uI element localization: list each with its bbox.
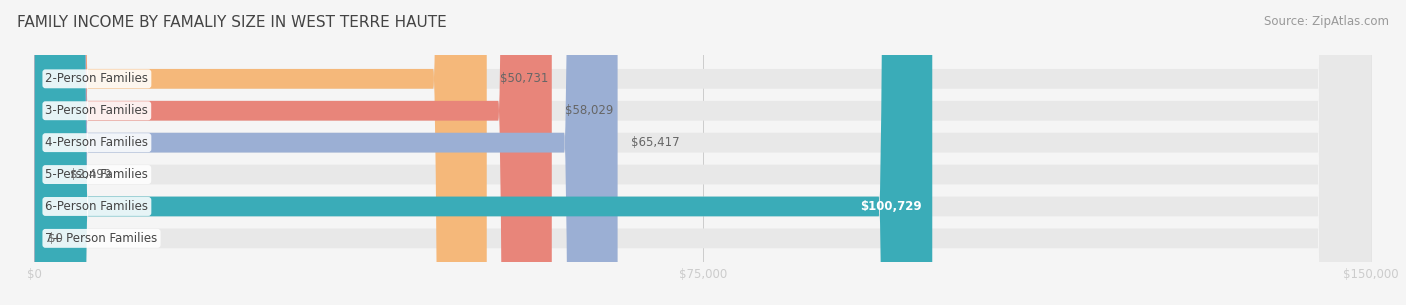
FancyBboxPatch shape — [35, 0, 932, 305]
Text: 2-Person Families: 2-Person Families — [45, 72, 149, 85]
Text: $58,029: $58,029 — [565, 104, 613, 117]
Text: FAMILY INCOME BY FAMALIY SIZE IN WEST TERRE HAUTE: FAMILY INCOME BY FAMALIY SIZE IN WEST TE… — [17, 15, 447, 30]
FancyBboxPatch shape — [35, 0, 1371, 305]
Text: 3-Person Families: 3-Person Families — [45, 104, 148, 117]
FancyBboxPatch shape — [35, 0, 617, 305]
Text: $2,499: $2,499 — [70, 168, 111, 181]
Text: $100,729: $100,729 — [860, 200, 921, 213]
Text: 4-Person Families: 4-Person Families — [45, 136, 149, 149]
FancyBboxPatch shape — [35, 0, 1371, 305]
Text: 6-Person Families: 6-Person Families — [45, 200, 149, 213]
FancyBboxPatch shape — [35, 0, 486, 305]
FancyBboxPatch shape — [35, 0, 1371, 305]
Text: Source: ZipAtlas.com: Source: ZipAtlas.com — [1264, 15, 1389, 28]
FancyBboxPatch shape — [35, 0, 551, 305]
Text: 7+ Person Families: 7+ Person Families — [45, 232, 157, 245]
FancyBboxPatch shape — [35, 0, 1371, 305]
FancyBboxPatch shape — [35, 0, 1371, 305]
Text: $50,731: $50,731 — [501, 72, 548, 85]
Text: $0: $0 — [48, 232, 63, 245]
Text: $65,417: $65,417 — [631, 136, 679, 149]
FancyBboxPatch shape — [35, 0, 58, 305]
Text: 5-Person Families: 5-Person Families — [45, 168, 148, 181]
FancyBboxPatch shape — [35, 0, 1371, 305]
